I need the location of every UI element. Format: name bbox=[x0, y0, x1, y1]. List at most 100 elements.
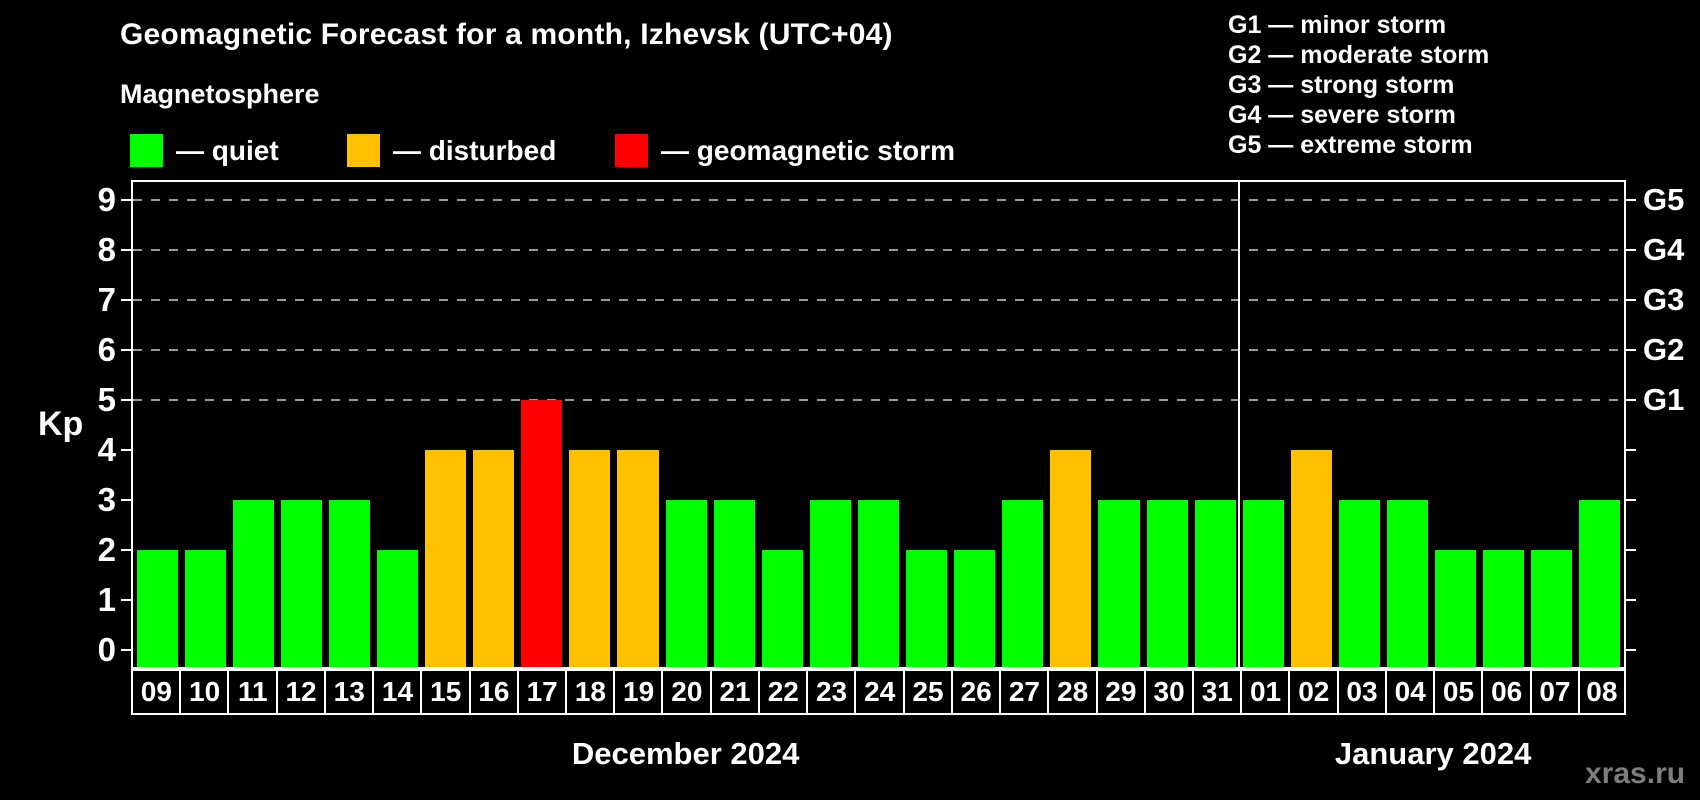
g-axis-label-g3: G3 bbox=[1643, 282, 1685, 317]
gridline-kp8 bbox=[133, 249, 1624, 251]
kp-tick-label-6: 6 bbox=[97, 331, 116, 368]
kp-tick-label-0: 0 bbox=[97, 631, 116, 668]
kp-bar-day-01 bbox=[1242, 500, 1284, 667]
legend-item-disturbed: — disturbed bbox=[347, 133, 556, 168]
legend-label-disturbed: — disturbed bbox=[393, 134, 557, 166]
kp-bar-day-22 bbox=[761, 550, 803, 667]
day-label-06: 06 bbox=[1481, 669, 1531, 715]
g-axis-tick-0 bbox=[1626, 649, 1636, 651]
legend-swatch-quiet bbox=[130, 134, 163, 167]
day-label-17: 17 bbox=[516, 669, 566, 715]
legend-label-quiet: — quiet bbox=[176, 134, 279, 166]
legend-item-storm: — geomagnetic storm bbox=[615, 133, 955, 168]
legend-label-storm: — geomagnetic storm bbox=[661, 134, 956, 166]
kp-bar-day-26 bbox=[954, 550, 996, 667]
day-label-24: 24 bbox=[854, 669, 904, 715]
kp-tick-label-1: 1 bbox=[97, 581, 116, 618]
day-label-22: 22 bbox=[757, 669, 807, 715]
kp-bar-day-02 bbox=[1290, 450, 1332, 667]
kp-bar-day-25 bbox=[906, 550, 948, 667]
storm-scale-line-g2: G2 — moderate storm bbox=[1228, 41, 1490, 69]
g-axis-tick-4 bbox=[1626, 449, 1636, 451]
kp-bar-day-05 bbox=[1435, 550, 1477, 667]
kp-bar-day-27 bbox=[1002, 500, 1044, 667]
g-axis-label-g4: G4 bbox=[1643, 232, 1685, 267]
kp-bar-day-18 bbox=[569, 450, 611, 667]
g-axis-tick-8 bbox=[1626, 249, 1636, 251]
day-label-03: 03 bbox=[1336, 669, 1386, 715]
gridline-kp6 bbox=[133, 349, 1624, 351]
kp-tick-label-2: 2 bbox=[97, 531, 116, 568]
kp-bar-day-11 bbox=[232, 500, 274, 667]
kp-bar-day-10 bbox=[184, 550, 226, 667]
day-label-16: 16 bbox=[468, 669, 518, 715]
kp-bar-day-19 bbox=[617, 450, 659, 667]
g-axis-tick-1 bbox=[1626, 599, 1636, 601]
legend-swatch-storm bbox=[615, 134, 648, 167]
month-label-december: December 2024 bbox=[571, 736, 800, 771]
kp-bar-day-09 bbox=[136, 550, 178, 667]
kp-bar-day-23 bbox=[809, 500, 851, 667]
kp-bar-day-21 bbox=[713, 500, 755, 667]
day-label-23: 23 bbox=[806, 669, 855, 715]
kp-bar-day-03 bbox=[1338, 500, 1380, 667]
kp-bar-day-13 bbox=[328, 500, 370, 667]
kp-bar-day-28 bbox=[1050, 450, 1092, 667]
storm-scale-line-g4: G4 — severe storm bbox=[1228, 101, 1456, 129]
g-axis-label-g2: G2 bbox=[1643, 332, 1685, 367]
day-label-08: 08 bbox=[1577, 669, 1626, 715]
legend-item-quiet: — quiet bbox=[130, 133, 279, 168]
day-label-15: 15 bbox=[420, 669, 470, 715]
kp-bar-day-07 bbox=[1531, 550, 1573, 667]
day-label-01: 01 bbox=[1240, 669, 1289, 715]
g-axis-tick-2 bbox=[1626, 549, 1636, 551]
kp-bar-day-20 bbox=[665, 500, 707, 667]
kp-axis-tick-9 bbox=[121, 199, 131, 201]
day-label-12: 12 bbox=[275, 669, 325, 715]
plot-inner bbox=[133, 182, 1624, 667]
watermark: xras.ru bbox=[1585, 757, 1686, 790]
day-label-14: 14 bbox=[372, 669, 421, 715]
storm-scale-line-g1: G1 — minor storm bbox=[1228, 11, 1447, 39]
day-label-11: 11 bbox=[227, 669, 277, 715]
storm-scale-legend: G1 — minor storm G2 — moderate storm G3 — … bbox=[1228, 10, 1489, 160]
day-label-31: 31 bbox=[1191, 669, 1241, 715]
kp-axis-tick-7 bbox=[121, 299, 131, 301]
plot-area bbox=[131, 180, 1626, 669]
day-label-25: 25 bbox=[902, 669, 952, 715]
month-separator-line bbox=[1238, 182, 1241, 667]
g-axis-label-g5: G5 bbox=[1643, 182, 1685, 217]
storm-scale-line-g5: G5 — extreme storm bbox=[1228, 131, 1473, 159]
legend-swatch-disturbed bbox=[347, 134, 380, 167]
gridline-kp9 bbox=[133, 199, 1624, 201]
kp-bar-day-14 bbox=[376, 550, 419, 667]
kp-tick-label-4: 4 bbox=[97, 431, 116, 468]
kp-tick-label-8: 8 bbox=[97, 231, 116, 268]
kp-bar-day-17 bbox=[521, 400, 563, 667]
day-label-27: 27 bbox=[999, 669, 1048, 715]
kp-axis-tick-8 bbox=[121, 249, 131, 251]
kp-bar-day-16 bbox=[473, 450, 515, 667]
storm-scale-line-g3: G3 — strong storm bbox=[1228, 71, 1455, 99]
g-axis-tick-6 bbox=[1626, 349, 1636, 351]
kp-axis-tick-5 bbox=[121, 399, 131, 401]
day-axis: 09 10 11 12 13 14 15 16 17 18 19 20 21 22 23 24 25 26 27 28… bbox=[131, 669, 1626, 715]
kp-bar-day-12 bbox=[280, 500, 322, 667]
g-axis-label-g1: G1 bbox=[1643, 382, 1685, 417]
day-label-30: 30 bbox=[1143, 669, 1193, 715]
kp-tick-label-9: 9 bbox=[97, 181, 116, 218]
gridline-kp7 bbox=[133, 299, 1624, 301]
day-label-26: 26 bbox=[950, 669, 1000, 715]
kp-bar-day-08 bbox=[1579, 500, 1621, 667]
day-label-04: 04 bbox=[1384, 669, 1434, 715]
day-label-13: 13 bbox=[323, 669, 373, 715]
kp-axis-tick-4 bbox=[121, 449, 131, 451]
kp-tick-label-5: 5 bbox=[97, 381, 116, 418]
gridline-kp5 bbox=[133, 399, 1624, 401]
kp-bar-day-30 bbox=[1146, 500, 1188, 667]
day-label-29: 29 bbox=[1095, 669, 1145, 715]
day-label-18: 18 bbox=[565, 669, 614, 715]
g-axis-tick-9 bbox=[1626, 199, 1636, 201]
day-label-02: 02 bbox=[1288, 669, 1338, 715]
kp-bar-day-06 bbox=[1483, 550, 1525, 667]
